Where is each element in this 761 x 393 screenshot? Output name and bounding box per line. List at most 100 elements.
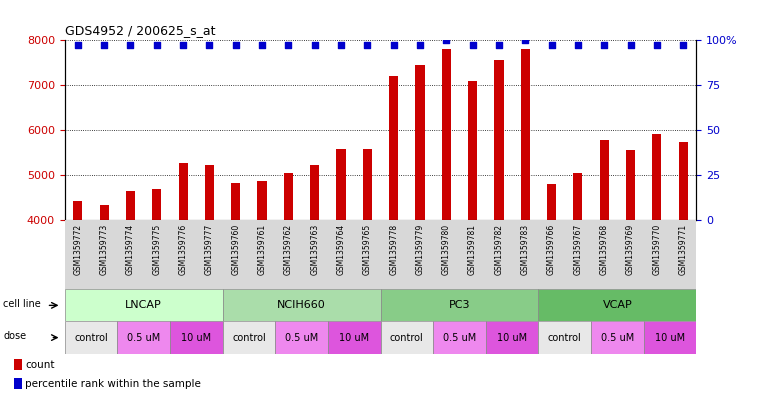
Text: control: control	[232, 332, 266, 343]
Point	[124, 42, 136, 48]
Bar	[152, 189, 161, 393]
Text: GSM1359767: GSM1359767	[573, 224, 582, 275]
Text: 0.5 uM: 0.5 uM	[285, 332, 318, 343]
Text: GSM1359778: GSM1359778	[389, 224, 398, 275]
Bar	[223, 289, 380, 321]
Bar	[389, 76, 398, 393]
Text: dose: dose	[3, 331, 27, 341]
Bar	[591, 321, 644, 354]
Text: control: control	[390, 332, 424, 343]
Bar	[65, 321, 117, 354]
Text: GSM1359765: GSM1359765	[363, 224, 372, 275]
Point	[203, 42, 215, 48]
Text: count: count	[25, 360, 55, 370]
Text: 10 uM: 10 uM	[497, 332, 527, 343]
Point	[651, 42, 663, 48]
Bar	[539, 321, 591, 354]
Text: percentile rank within the sample: percentile rank within the sample	[25, 378, 201, 389]
Bar	[179, 163, 188, 393]
Point	[335, 42, 347, 48]
Point	[230, 42, 242, 48]
Text: GSM1359769: GSM1359769	[626, 224, 635, 275]
Point	[519, 37, 531, 43]
Bar	[679, 142, 688, 393]
Bar	[205, 165, 214, 393]
Text: 10 uM: 10 uM	[655, 332, 685, 343]
Bar	[468, 81, 477, 393]
Bar	[65, 289, 223, 321]
Text: GSM1359782: GSM1359782	[495, 224, 504, 275]
Bar	[573, 173, 582, 393]
Text: GSM1359762: GSM1359762	[284, 224, 293, 275]
Point	[440, 37, 452, 43]
Text: GSM1359781: GSM1359781	[468, 224, 477, 275]
Bar	[495, 60, 504, 393]
Point	[625, 42, 637, 48]
Text: control: control	[74, 332, 108, 343]
Text: 0.5 uM: 0.5 uM	[443, 332, 476, 343]
Bar	[223, 321, 275, 354]
Point	[309, 42, 321, 48]
Text: GSM1359776: GSM1359776	[179, 224, 188, 275]
Text: GSM1359775: GSM1359775	[152, 224, 161, 275]
Point	[598, 42, 610, 48]
Point	[98, 42, 110, 48]
Bar	[547, 184, 556, 393]
Text: GSM1359779: GSM1359779	[416, 224, 425, 275]
Text: PC3: PC3	[449, 300, 470, 310]
Point	[361, 42, 374, 48]
Text: 0.5 uM: 0.5 uM	[127, 332, 161, 343]
Bar	[380, 289, 539, 321]
Bar	[416, 66, 425, 393]
Bar	[100, 205, 109, 393]
Bar	[275, 321, 328, 354]
Bar	[336, 149, 345, 393]
Bar	[626, 151, 635, 393]
Bar	[486, 321, 539, 354]
Text: cell line: cell line	[3, 299, 41, 309]
Point	[546, 42, 558, 48]
Bar	[14, 378, 22, 389]
Bar	[652, 134, 661, 393]
Text: GSM1359773: GSM1359773	[100, 224, 109, 275]
Point	[282, 42, 295, 48]
Bar	[441, 49, 451, 393]
Bar	[284, 173, 293, 393]
Bar	[170, 321, 223, 354]
Bar	[257, 181, 266, 393]
Bar	[433, 321, 486, 354]
Text: control: control	[548, 332, 581, 343]
Text: GDS4952 / 200625_s_at: GDS4952 / 200625_s_at	[65, 24, 215, 37]
Text: GSM1359760: GSM1359760	[231, 224, 240, 275]
Text: GSM1359774: GSM1359774	[126, 224, 135, 275]
Bar	[117, 321, 170, 354]
Text: NCIH660: NCIH660	[277, 300, 326, 310]
Bar	[14, 359, 22, 370]
Text: GSM1359763: GSM1359763	[310, 224, 319, 275]
Point	[414, 42, 426, 48]
Text: GSM1359780: GSM1359780	[442, 224, 451, 275]
Text: GSM1359777: GSM1359777	[205, 224, 214, 275]
Point	[466, 42, 479, 48]
Text: 10 uM: 10 uM	[181, 332, 212, 343]
Bar	[363, 149, 372, 393]
Bar	[600, 140, 609, 393]
Text: GSM1359783: GSM1359783	[521, 224, 530, 275]
Text: LNCAP: LNCAP	[126, 300, 162, 310]
Point	[677, 42, 689, 48]
Text: 10 uM: 10 uM	[339, 332, 369, 343]
Text: GSM1359768: GSM1359768	[600, 224, 609, 275]
Point	[572, 42, 584, 48]
Text: GSM1359761: GSM1359761	[257, 224, 266, 275]
Bar	[231, 182, 240, 393]
Bar	[539, 289, 696, 321]
Text: GSM1359770: GSM1359770	[652, 224, 661, 275]
Bar	[73, 202, 82, 393]
Bar	[126, 191, 135, 393]
Bar	[521, 49, 530, 393]
Bar	[310, 165, 320, 393]
Text: 0.5 uM: 0.5 uM	[600, 332, 634, 343]
Bar	[65, 220, 696, 289]
Point	[493, 42, 505, 48]
Point	[256, 42, 268, 48]
